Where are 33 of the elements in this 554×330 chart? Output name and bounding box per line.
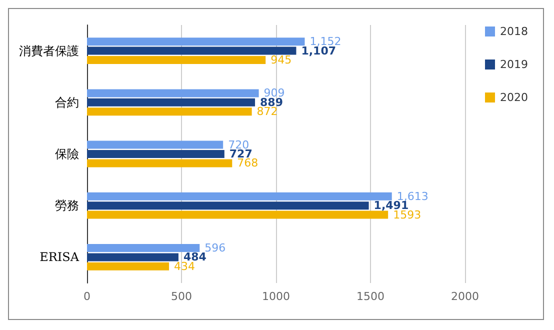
y-tick-label: ERISA	[40, 250, 80, 264]
bar	[87, 262, 170, 270]
data-label: 945	[270, 54, 292, 66]
y-tick-label: 消費者保護	[19, 44, 79, 58]
bar	[87, 159, 232, 168]
legend-label: 2018	[500, 25, 528, 38]
legend-label: 2019	[500, 58, 528, 71]
x-tick-label: 2000	[451, 290, 479, 303]
bar	[87, 46, 296, 55]
bar	[87, 140, 224, 149]
data-label: 596	[204, 242, 226, 254]
bar	[87, 253, 178, 262]
x-tick-label: 1000	[262, 290, 290, 303]
y-tick-label: 保險	[55, 147, 79, 161]
data-label: 872	[256, 105, 278, 118]
x-tick-label: 0	[84, 290, 90, 303]
data-label: 434	[174, 260, 196, 273]
bar	[87, 150, 224, 158]
bar	[87, 202, 369, 210]
bar	[87, 244, 200, 252]
bar	[87, 38, 305, 46]
x-tick-label: 1500	[356, 290, 384, 303]
y-tick-label: 合約	[55, 95, 79, 110]
x-tick-label: 500	[171, 290, 192, 303]
data-label: 768	[237, 156, 258, 170]
bar	[87, 98, 256, 106]
bar	[87, 108, 252, 116]
bar	[87, 192, 392, 200]
bar	[87, 210, 388, 219]
legend-label: 2020	[500, 91, 528, 104]
y-tick-label: 勞務	[55, 198, 79, 213]
bar	[87, 56, 266, 64]
bar	[87, 89, 259, 98]
